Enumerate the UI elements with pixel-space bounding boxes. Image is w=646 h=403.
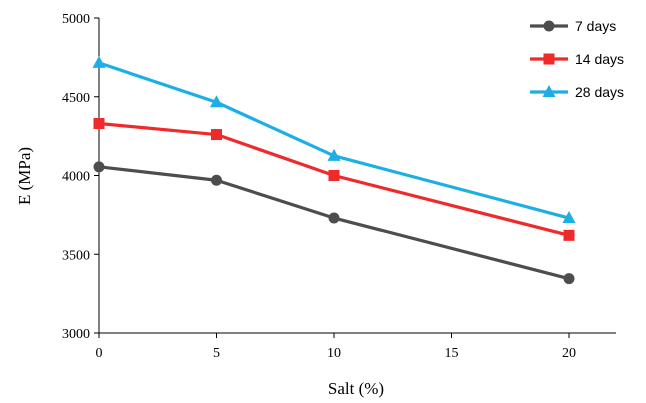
data-point-28-days — [92, 55, 106, 68]
x-tick-label: 15 — [445, 346, 459, 361]
y-tick-label: 5000 — [62, 12, 90, 27]
y-axis-ticks: 3000 3500 4000 4500 5000 — [62, 12, 99, 342]
series-layer — [92, 55, 576, 285]
data-point-14-days — [93, 118, 105, 130]
legend-item-7-days: 7 days — [530, 18, 616, 34]
x-tick-label: 20 — [562, 346, 576, 361]
data-point-7-days — [93, 161, 105, 173]
x-tick-label: 10 — [327, 346, 341, 361]
legend-item-14-days: 14 days — [530, 51, 624, 67]
data-point-7-days — [328, 212, 340, 224]
series-28-days — [92, 55, 576, 224]
series-line-14-days — [98, 121, 570, 237]
data-point-14-days — [211, 129, 222, 141]
series-14-days — [93, 118, 575, 241]
legend-marker — [543, 53, 555, 65]
data-point-28-days — [562, 211, 576, 224]
x-tick-label: 0 — [96, 346, 103, 361]
y-tick-label: 4500 — [62, 91, 90, 106]
data-point-7-days — [211, 174, 222, 186]
series-line-28-days — [98, 61, 570, 220]
legend: 7 days 14 days 28 days — [530, 18, 624, 100]
x-axis-title: Salt (%) — [328, 379, 384, 398]
data-point-14-days — [328, 170, 340, 181]
legend-item-28-days: 28 days — [530, 84, 624, 100]
x-tick-label: 5 — [213, 346, 220, 361]
series-line-7-days — [98, 165, 570, 281]
data-point-28-days — [327, 148, 341, 161]
legend-marker — [542, 85, 556, 97]
legend-label: 7 days — [575, 18, 616, 34]
x-axis-ticks: 0 5 10 15 20 — [96, 333, 576, 361]
y-tick-label: 4000 — [62, 170, 90, 185]
y-tick-label: 3000 — [62, 327, 90, 342]
legend-marker — [543, 20, 555, 32]
y-tick-label: 3500 — [62, 248, 90, 263]
data-point-7-days — [563, 273, 575, 285]
legend-label: 28 days — [575, 84, 624, 100]
data-point-14-days — [563, 229, 575, 241]
y-axis-title: E (MPa) — [15, 147, 34, 205]
series-7-days — [93, 161, 575, 285]
data-point-28-days — [210, 95, 223, 108]
legend-label: 14 days — [575, 51, 624, 67]
